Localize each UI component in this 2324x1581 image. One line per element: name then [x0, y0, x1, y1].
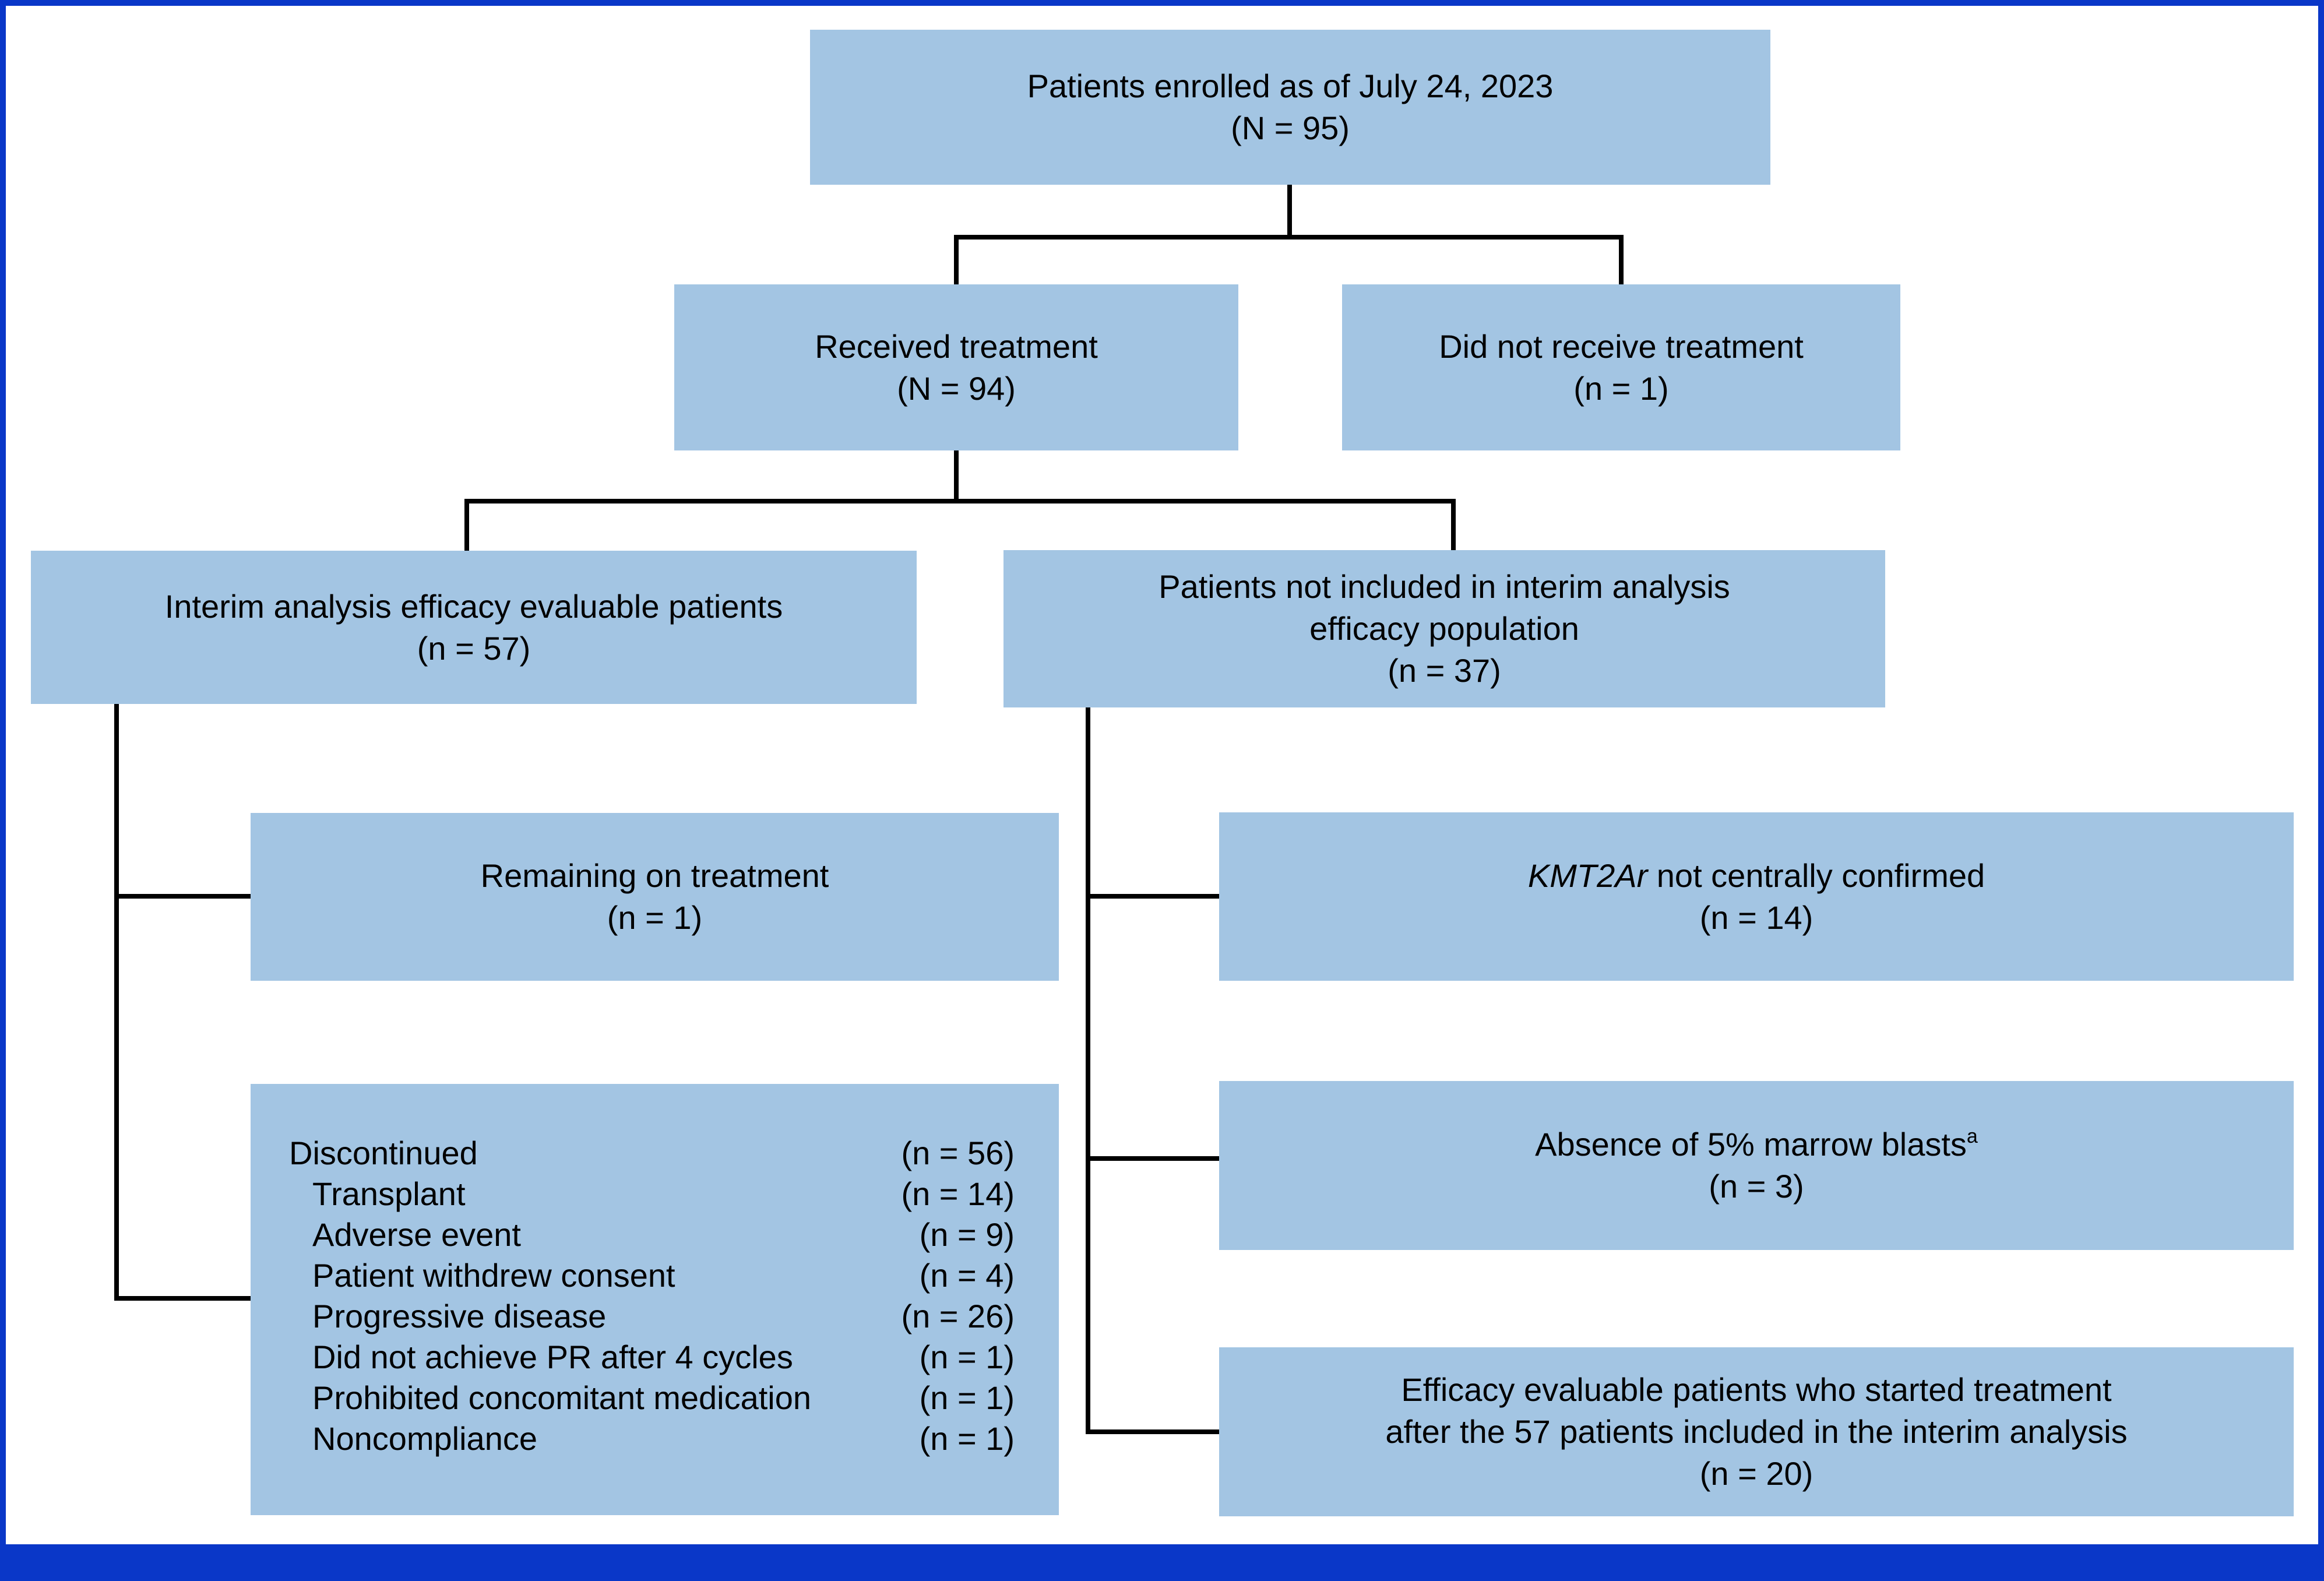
box-patients-enrolled: Patients enrolled as of July 24, 2023 (N… — [810, 30, 1770, 185]
box-received-treatment: Received treatment (N = 94) — [674, 284, 1238, 450]
connector-line — [1086, 707, 1090, 1434]
connector-line — [1086, 1429, 1219, 1434]
box-count: (n = 1) — [1573, 369, 1669, 407]
box-count: (n = 20) — [1699, 1455, 1814, 1492]
box-text-line: efficacy population — [1309, 610, 1579, 647]
discontinued-row: Transplant (n = 14) — [289, 1174, 1015, 1214]
gene-symbol: KMT2Ar — [1527, 857, 1648, 894]
discontinued-row: Did not achieve PR after 4 cycles (n = 1… — [289, 1337, 1015, 1378]
discontinued-row: Discontinued (n = 56) — [289, 1133, 1015, 1174]
reason-count: (n = 14) — [901, 1175, 1015, 1212]
box-count: (N = 94) — [897, 369, 1016, 407]
box-text-line: Did not receive treatment — [1439, 328, 1804, 365]
connector-line — [114, 1296, 251, 1301]
footnote-marker: a — [1966, 1125, 1978, 1147]
box-count: (n = 1) — [607, 899, 703, 936]
box-count: (n = 37) — [1388, 652, 1501, 689]
discontinued-row: Noncompliance (n = 1) — [289, 1418, 1015, 1459]
box-text-line: Remaining on treatment — [480, 857, 829, 894]
box-count: (n = 3) — [1709, 1168, 1804, 1205]
connector-line — [1451, 499, 1456, 551]
box-text-line: Patients enrolled as of July 24, 2023 — [1027, 68, 1554, 104]
box-interim-analysis-evaluable: Interim analysis efficacy evaluable pati… — [31, 551, 917, 704]
connector-line — [1086, 1156, 1219, 1161]
connector-line — [464, 499, 469, 551]
box-text-line: Absence of 5% marrow blastsa — [1219, 1124, 2294, 1165]
discontinued-row: Progressive disease (n = 26) — [289, 1296, 1015, 1337]
box-kmt2ar-not-confirmed: KMT2Ar not centrally confirmed (n = 14) — [1219, 812, 2294, 981]
box-not-included-interim: Patients not included in interim analysi… — [1003, 550, 1885, 707]
box-remaining-on-treatment: Remaining on treatment (n = 1) — [251, 813, 1059, 981]
box-absence-marrow-blasts: Absence of 5% marrow blastsa (n = 3) — [1219, 1081, 2294, 1250]
box-count: (n = 14) — [1699, 899, 1814, 936]
box-text-line: KMT2Ar not centrally confirmed — [1219, 855, 2294, 897]
box-text-line: Patients not included in interim analysi… — [1159, 568, 1730, 605]
reason-label: Progressive disease — [312, 1298, 607, 1334]
reason-count: (n = 1) — [919, 1420, 1015, 1457]
box-text-rest: not centrally confirmed — [1647, 857, 1985, 894]
reason-count: (n = 1) — [919, 1339, 1015, 1375]
connector-line — [954, 450, 959, 503]
connector-line — [464, 499, 1456, 503]
reason-count: (n = 9) — [919, 1216, 1015, 1253]
reason-count: (n = 56) — [901, 1135, 1015, 1171]
box-count: (N = 95) — [1231, 110, 1350, 146]
reason-label: Patient withdrew consent — [312, 1257, 675, 1294]
reason-label: Adverse event — [312, 1216, 521, 1253]
reason-label: Transplant — [312, 1175, 466, 1212]
connector-line — [954, 235, 959, 284]
reason-count: (n = 1) — [919, 1379, 1015, 1416]
discontinued-row: Prohibited concomitant medication (n = 1… — [289, 1378, 1015, 1418]
connector-line — [1086, 894, 1219, 899]
box-text-main: Absence of 5% marrow blasts — [1535, 1126, 1967, 1163]
box-did-not-receive-treatment: Did not receive treatment (n = 1) — [1342, 284, 1900, 450]
discontinued-row: Adverse event (n = 9) — [289, 1214, 1015, 1255]
box-late-efficacy-evaluable: Efficacy evaluable patients who started … — [1219, 1347, 2294, 1516]
reason-label: Noncompliance — [312, 1420, 537, 1457]
reason-label: Did not achieve PR after 4 cycles — [312, 1339, 793, 1375]
connector-line — [1287, 182, 1292, 240]
box-text-line: Efficacy evaluable patients who started … — [1401, 1371, 2112, 1408]
connector-line — [114, 894, 251, 899]
reason-count: (n = 26) — [901, 1298, 1015, 1334]
reason-count: (n = 4) — [919, 1257, 1015, 1294]
reason-label: Prohibited concomitant medication — [312, 1379, 812, 1416]
box-text-line: Received treatment — [815, 328, 1098, 365]
reason-label: Discontinued — [289, 1135, 478, 1171]
footer-bar — [0, 1544, 2324, 1581]
connector-line — [1619, 235, 1624, 284]
box-text-line: after the 57 patients included in the in… — [1385, 1413, 2128, 1450]
box-text-line: Interim analysis efficacy evaluable pati… — [164, 587, 783, 625]
discontinued-row: Patient withdrew consent (n = 4) — [289, 1255, 1015, 1296]
connector-line — [954, 235, 1624, 240]
box-discontinued: Discontinued (n = 56) Transplant (n = 14… — [251, 1084, 1059, 1515]
connector-line — [114, 704, 119, 1301]
box-count: (n = 57) — [417, 629, 531, 667]
